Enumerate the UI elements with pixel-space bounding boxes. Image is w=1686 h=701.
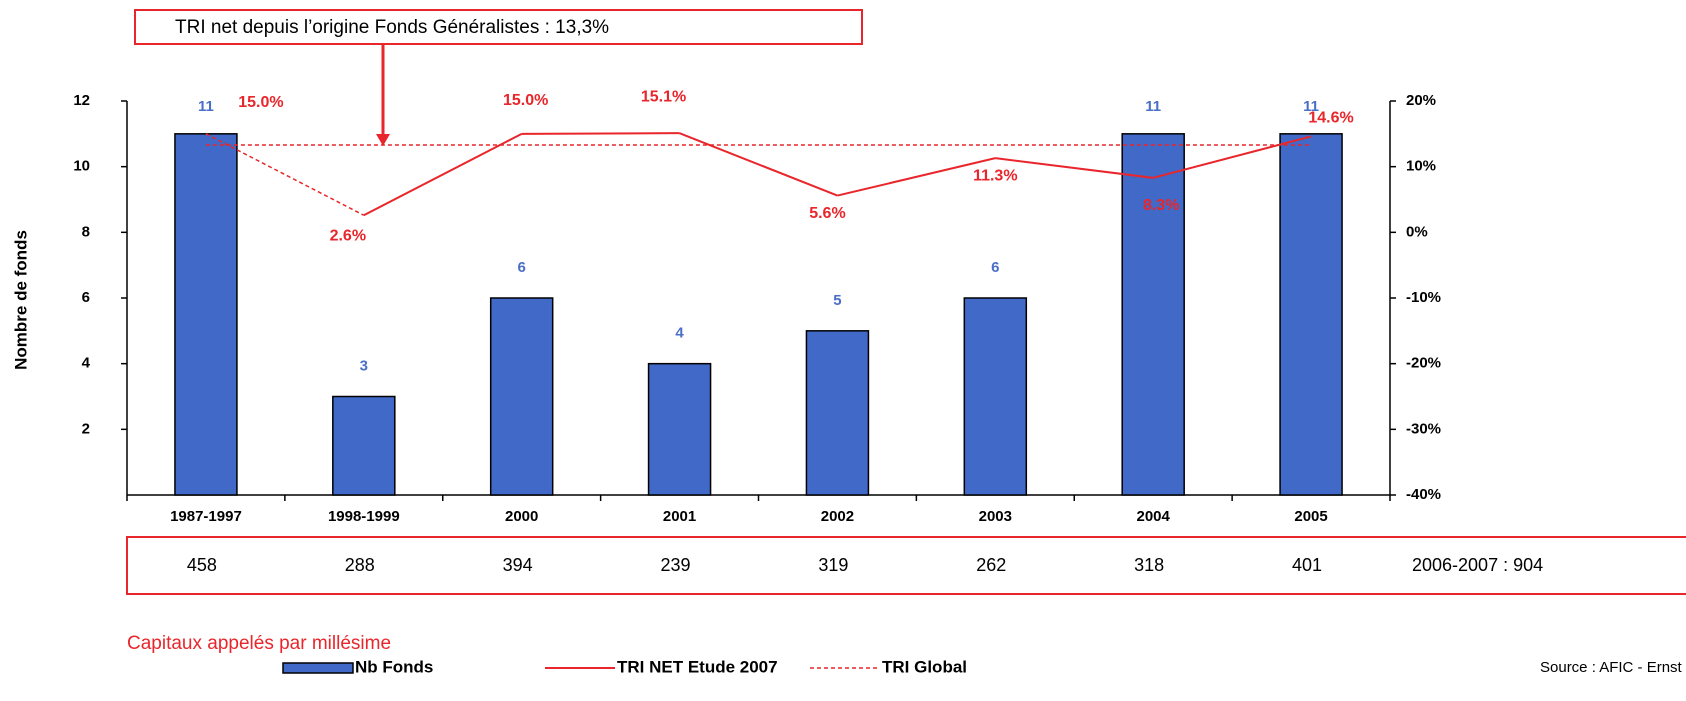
- capital-extra: 2006-2007 : 904: [1412, 555, 1543, 575]
- annotation: TRI net depuis l’origine Fonds Généralis…: [175, 17, 609, 38]
- source: Source : AFIC - Ernst: [1540, 659, 1683, 676]
- bar: [489, 297, 554, 496]
- legend-label: Nb Fonds: [355, 657, 433, 676]
- y2-tick-label: -10%: [1406, 289, 1441, 306]
- bar-label: 11: [198, 98, 214, 115]
- annotation-arrowhead: [376, 134, 390, 146]
- line-segment: [837, 157, 996, 197]
- bar-label: 11: [1145, 98, 1161, 115]
- x-tick-label: 1998-1999: [328, 508, 400, 525]
- bar: [647, 362, 712, 496]
- x-tick-label: 2003: [979, 508, 1012, 525]
- x-tick-label: 2001: [663, 508, 696, 525]
- bar-label: 6: [991, 259, 999, 276]
- y-tick-label: 12: [73, 92, 90, 109]
- legend-swatch: [282, 662, 354, 674]
- line-label: 8.3%: [1143, 197, 1179, 214]
- line-segment: [205, 133, 365, 216]
- capital-value: 288: [345, 555, 375, 575]
- x-tick-label: 2002: [821, 508, 854, 525]
- line-label: 11.3%: [973, 167, 1017, 184]
- y-tick-label: 10: [73, 158, 90, 175]
- capital-box: [126, 536, 1686, 595]
- bar: [1279, 133, 1343, 496]
- y2-tick-label: 0%: [1406, 223, 1428, 240]
- line-label: 5.6%: [809, 205, 845, 222]
- bar-label: 11: [1303, 98, 1319, 115]
- capital-value: 458: [187, 555, 217, 575]
- bar-label: 4: [675, 325, 684, 342]
- bar-label: 6: [518, 259, 526, 276]
- y2-tick-label: 20%: [1406, 92, 1436, 109]
- bar-label: 5: [833, 292, 841, 309]
- bar: [1121, 133, 1185, 496]
- y-tick-label: 4: [82, 355, 91, 372]
- bar: [174, 133, 238, 496]
- y-axis-label: Nombre de fonds: [11, 230, 30, 370]
- capital-value: 401: [1292, 555, 1322, 575]
- bar: [805, 330, 870, 496]
- y-tick-label: 2: [82, 420, 90, 437]
- legend-label: TRI NET Etude 2007: [617, 657, 778, 676]
- y-tick-label: 6: [82, 289, 90, 306]
- x-tick-label: 2004: [1137, 508, 1171, 525]
- line-label: 15.1%: [641, 88, 686, 105]
- line-label: 15.0%: [238, 94, 283, 111]
- capital-value: 319: [818, 555, 848, 575]
- x-tick-label: 2000: [505, 508, 538, 525]
- line-segment: [995, 157, 1154, 179]
- capital-value: 318: [1134, 555, 1164, 575]
- y2-tick-label: 10%: [1406, 158, 1436, 175]
- line-label: 14.6%: [1308, 110, 1353, 127]
- x-tick-label: 2005: [1294, 508, 1327, 525]
- bar: [332, 395, 396, 496]
- line-segment: [1152, 135, 1312, 179]
- y2-tick-label: -20%: [1406, 355, 1441, 372]
- capital-value: 394: [503, 555, 533, 575]
- bar: [963, 297, 1028, 496]
- annotation-box: [134, 9, 863, 45]
- bar-label: 3: [360, 357, 368, 374]
- y2-tick-label: -40%: [1406, 486, 1441, 503]
- line-segment: [679, 132, 838, 197]
- line-label: 2.6%: [330, 227, 366, 244]
- capital-title: Capitaux appelés par millésime: [127, 633, 391, 654]
- capital-value: 262: [976, 555, 1006, 575]
- y2-tick-label: -30%: [1406, 420, 1441, 437]
- legend-label: TRI Global: [882, 657, 967, 676]
- x-tick-label: 1987-1997: [170, 508, 242, 525]
- y-tick-label: 8: [82, 223, 90, 240]
- capital-value: 239: [661, 555, 691, 575]
- line-segment: [521, 132, 680, 135]
- line-segment: [363, 132, 523, 217]
- line-label: 15.0%: [503, 92, 548, 109]
